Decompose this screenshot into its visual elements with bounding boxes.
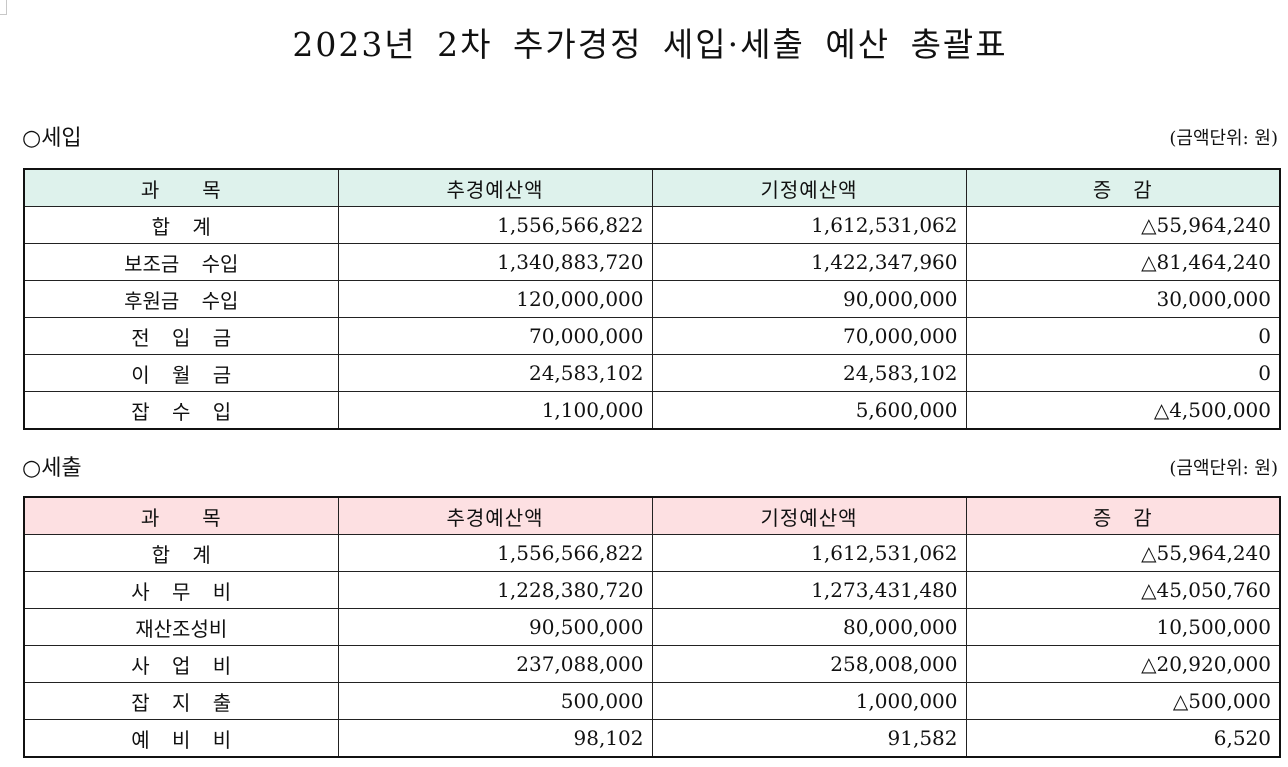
row-supplementary: 237,088,000: [337, 645, 653, 683]
row-change: △45,050,760: [965, 571, 1281, 609]
row-existing: 1,612,531,062: [651, 534, 967, 572]
row-existing: 1,000,000: [651, 682, 967, 720]
expense-section-title: ○세출: [22, 456, 82, 481]
row-item: 보조금 수입: [23, 243, 339, 281]
row-item: 합 계: [23, 534, 339, 572]
table-row: 보조금 수입 1,340,883,720 1,422,347,960 △81,4…: [23, 243, 1281, 281]
row-supplementary: 1,340,883,720: [337, 243, 653, 281]
row-item: 이 월 금: [23, 354, 339, 392]
table-row: 이 월 금 24,583,102 24,583,102 0: [23, 354, 1281, 392]
row-supplementary: 90,500,000: [337, 608, 653, 646]
row-item: 후원금 수입: [23, 280, 339, 318]
row-existing: 1,422,347,960: [651, 243, 967, 281]
row-change: △55,964,240: [965, 206, 1281, 244]
row-supplementary: 120,000,000: [337, 280, 653, 318]
row-existing: 1,612,531,062: [651, 206, 967, 244]
table-row: 잡 지 출 500,000 1,000,000 △500,000: [23, 682, 1281, 720]
row-existing: 24,583,102: [651, 354, 967, 392]
row-change: 10,500,000: [965, 608, 1281, 646]
revenue-table: 과 목 추경예산액 기정예산액 증 감 합 계 1,556,566,822 1,…: [23, 168, 1281, 430]
column-header-item: 과 목: [23, 168, 339, 207]
row-existing: 90,000,000: [651, 280, 967, 318]
row-item: 예 비 비: [23, 719, 339, 758]
page-corner-mark: [0, 0, 7, 15]
revenue-table-header-row: 과 목 추경예산액 기정예산액 증 감: [23, 168, 1281, 207]
table-row: 예 비 비 98,102 91,582 6,520: [23, 719, 1281, 758]
row-supplementary: 70,000,000: [337, 317, 653, 355]
column-header-supplementary: 추경예산액: [337, 168, 653, 207]
revenue-unit-note: (금액단위: 원): [1169, 128, 1278, 149]
expense-table: 과 목 추경예산액 기정예산액 증 감 합 계 1,556,566,822 1,…: [23, 496, 1281, 758]
row-item: 재산조성비: [23, 608, 339, 646]
row-supplementary: 1,556,566,822: [337, 206, 653, 244]
revenue-section-title: ○세입: [22, 126, 82, 151]
row-change: 30,000,000: [965, 280, 1281, 318]
table-row: 사 업 비 237,088,000 258,008,000 △20,920,00…: [23, 645, 1281, 683]
row-supplementary: 1,100,000: [337, 391, 653, 430]
row-supplementary: 24,583,102: [337, 354, 653, 392]
table-row: 전 입 금 70,000,000 70,000,000 0: [23, 317, 1281, 355]
row-change: △4,500,000: [965, 391, 1281, 430]
revenue-section-header: ○세입 (금액단위: 원): [22, 120, 1280, 151]
column-header-existing: 기정예산액: [651, 168, 967, 207]
column-header-supplementary: 추경예산액: [337, 496, 653, 535]
column-header-change: 증 감: [965, 168, 1281, 207]
table-row: 사 무 비 1,228,380,720 1,273,431,480 △45,05…: [23, 571, 1281, 609]
row-item: 사 무 비: [23, 571, 339, 609]
table-row: 합 계 1,556,566,822 1,612,531,062 △55,964,…: [23, 534, 1281, 572]
expense-unit-note: (금액단위: 원): [1169, 458, 1278, 479]
column-header-item: 과 목: [23, 496, 339, 535]
row-change: △81,464,240: [965, 243, 1281, 281]
row-item: 잡 지 출: [23, 682, 339, 720]
table-row: 잡 수 입 1,100,000 5,600,000 △4,500,000: [23, 391, 1281, 430]
row-supplementary: 500,000: [337, 682, 653, 720]
row-existing: 91,582: [651, 719, 967, 758]
column-header-existing: 기정예산액: [651, 496, 967, 535]
row-existing: 70,000,000: [651, 317, 967, 355]
row-item: 잡 수 입: [23, 391, 339, 430]
document-title: 2023년 2차 추가경정 세입·세출 예산 총괄표: [292, 25, 1008, 64]
row-existing: 258,008,000: [651, 645, 967, 683]
row-change: △55,964,240: [965, 534, 1281, 572]
row-item: 사 업 비: [23, 645, 339, 683]
table-row: 재산조성비 90,500,000 80,000,000 10,500,000: [23, 608, 1281, 646]
row-change: △500,000: [965, 682, 1281, 720]
table-row: 합 계 1,556,566,822 1,612,531,062 △55,964,…: [23, 206, 1281, 244]
row-item: 합 계: [23, 206, 339, 244]
row-change: 6,520: [965, 719, 1281, 758]
row-existing: 5,600,000: [651, 391, 967, 430]
row-change: 0: [965, 354, 1281, 392]
expense-table-header-row: 과 목 추경예산액 기정예산액 증 감: [23, 496, 1281, 535]
row-existing: 80,000,000: [651, 608, 967, 646]
row-item: 전 입 금: [23, 317, 339, 355]
table-row: 후원금 수입 120,000,000 90,000,000 30,000,000: [23, 280, 1281, 318]
row-supplementary: 98,102: [337, 719, 653, 758]
row-existing: 1,273,431,480: [651, 571, 967, 609]
row-supplementary: 1,228,380,720: [337, 571, 653, 609]
row-supplementary: 1,556,566,822: [337, 534, 653, 572]
row-change: 0: [965, 317, 1281, 355]
row-change: △20,920,000: [965, 645, 1281, 683]
expense-section-header: ○세출 (금액단위: 원): [22, 450, 1280, 481]
column-header-change: 증 감: [965, 496, 1281, 535]
